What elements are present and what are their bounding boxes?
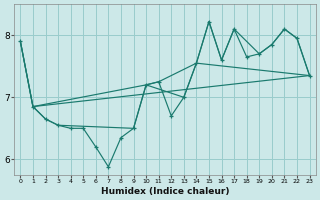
X-axis label: Humidex (Indice chaleur): Humidex (Indice chaleur) bbox=[101, 187, 229, 196]
